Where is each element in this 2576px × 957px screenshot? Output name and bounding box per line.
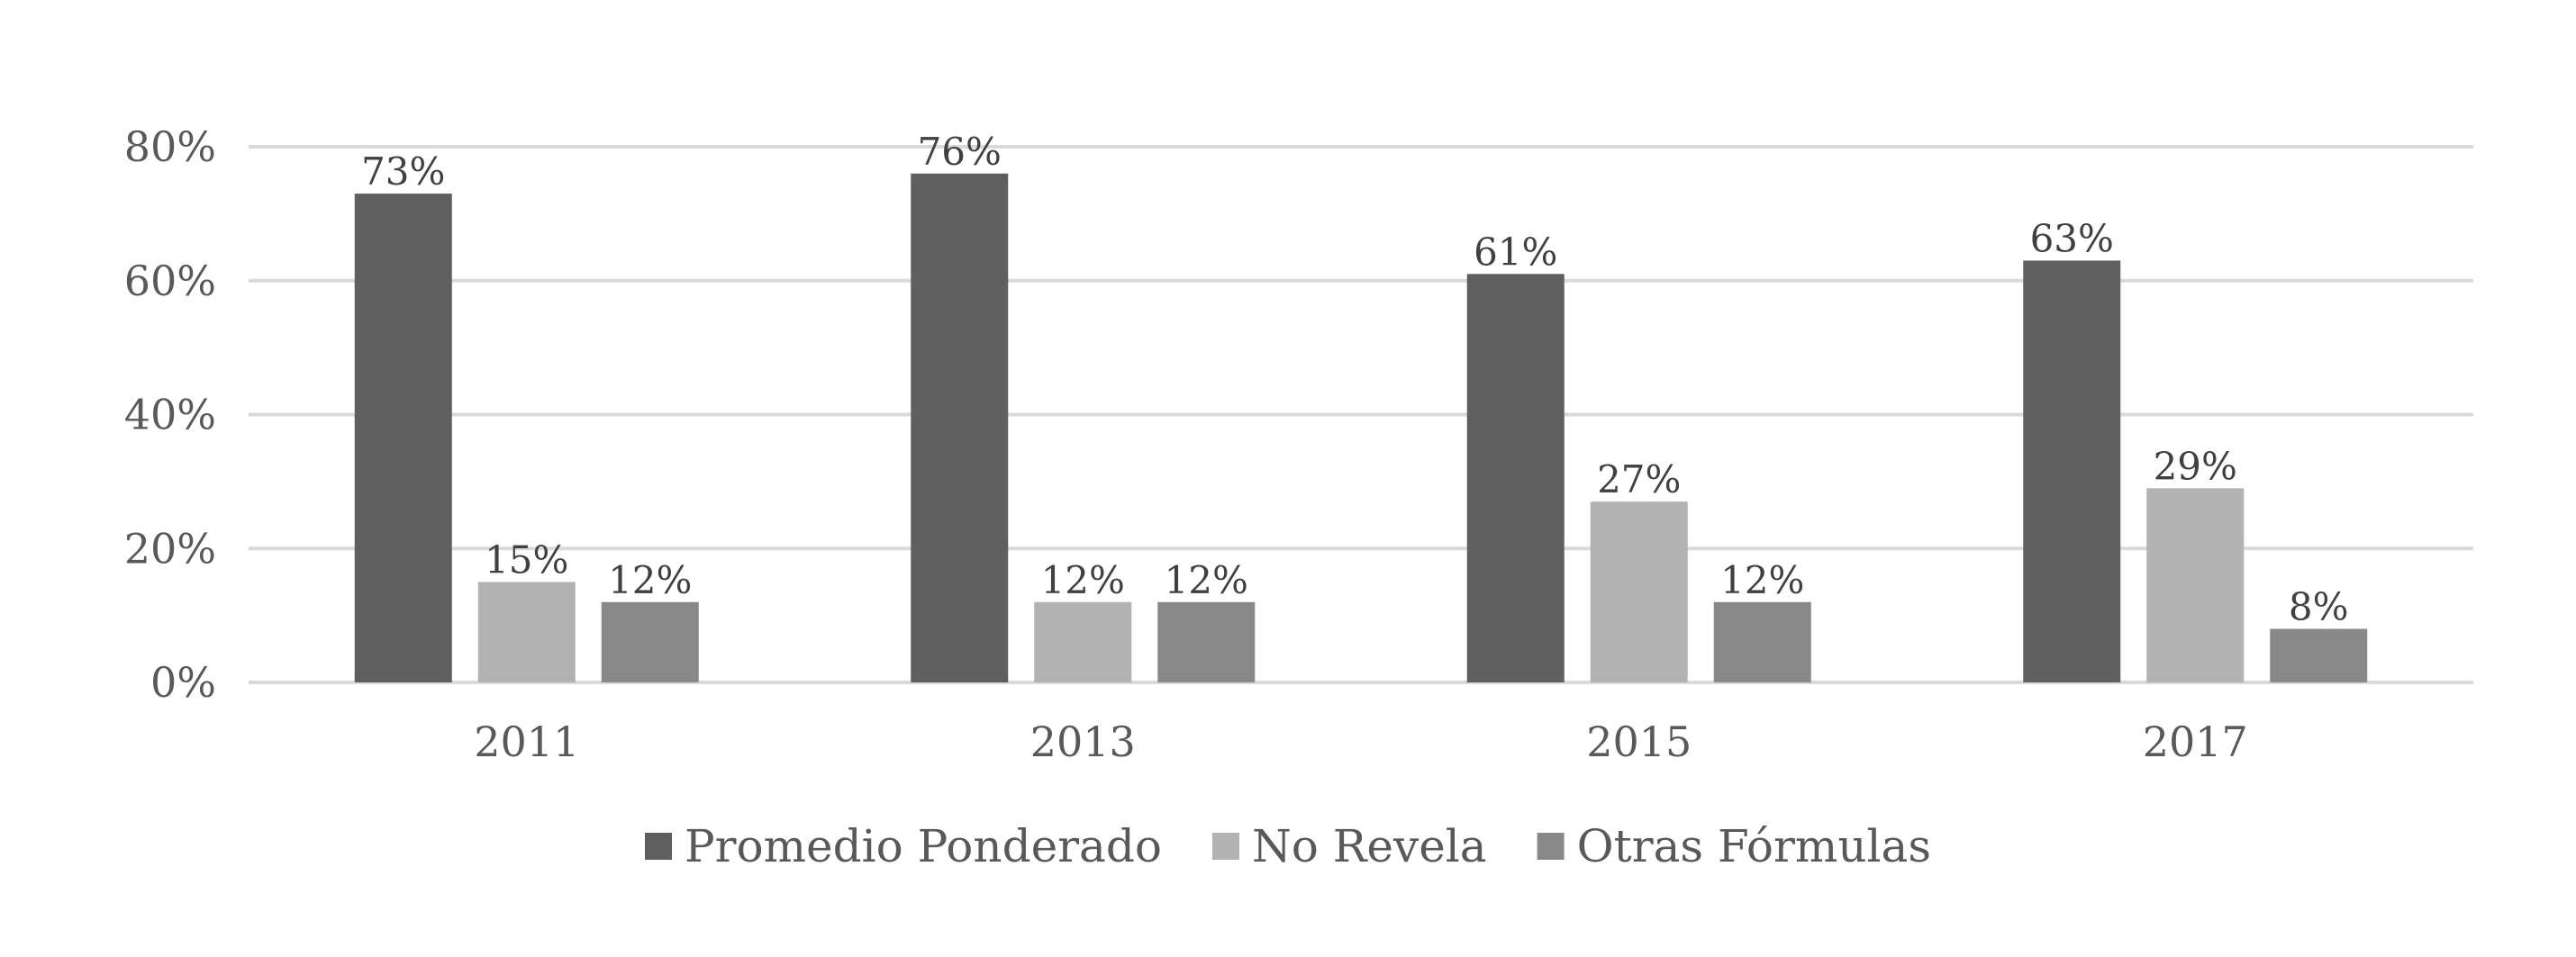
data-label: 8% [2289,585,2349,629]
legend-item: Promedio Ponderado [645,820,1162,872]
x-tick-label: 2013 [1030,718,1136,766]
data-label: 61% [1474,230,1557,274]
y-tick-label: 20% [124,524,216,573]
x-tick-label: 2017 [2143,718,2248,766]
legend-item: No Revela [1211,820,1487,872]
legend: Promedio Ponderado No Revela Otras Fórmula… [645,820,1931,872]
bar [354,194,452,682]
data-label: 76% [918,130,1002,174]
data-label: 15% [485,537,568,582]
data-label: 12% [608,558,692,602]
bars [354,173,2368,682]
gridlines [249,145,2473,684]
bar [1466,274,1565,682]
bar [1034,601,1132,682]
y-axis-tick-labels: 0% 20% 40% 60% 80% [124,122,216,707]
data-label: 29% [2154,444,2237,488]
legend-swatch [1211,833,1239,860]
y-tick-label: 40% [124,391,216,439]
x-axis-tick-labels: 2011 2013 2015 2017 [474,718,2248,766]
data-label: 12% [1165,558,1248,602]
bar [1157,601,1256,682]
legend-item: Otras Fórmulas [1537,820,1931,872]
bar [477,582,576,682]
bar [1713,601,1811,682]
data-label: 73% [361,149,445,194]
y-tick-label: 80% [124,122,216,171]
data-label: 63% [2030,216,2114,260]
legend-label: Promedio Ponderado [685,820,1162,872]
y-tick-label: 60% [124,257,216,305]
bar [2270,628,2368,682]
x-tick-label: 2011 [474,718,579,766]
legend-swatch [645,833,672,860]
bar [2146,488,2245,682]
bar [2023,260,2121,682]
bar [601,601,699,682]
bar [1590,501,1688,682]
data-labels: 73% 15% 12% 76% 12% 12% 61% 27% 12% 63% 29% 8% [361,130,2349,629]
legend-label: No Revela [1252,820,1487,872]
data-label: 12% [1720,558,1804,602]
data-label: 27% [1597,457,1681,501]
data-label: 12% [1041,558,1125,602]
bar [911,173,1009,682]
legend-label: Otras Fórmulas [1577,820,1931,872]
y-tick-label: 0% [150,658,216,707]
legend-swatch [1537,833,1565,860]
x-tick-label: 2015 [1586,718,1692,766]
